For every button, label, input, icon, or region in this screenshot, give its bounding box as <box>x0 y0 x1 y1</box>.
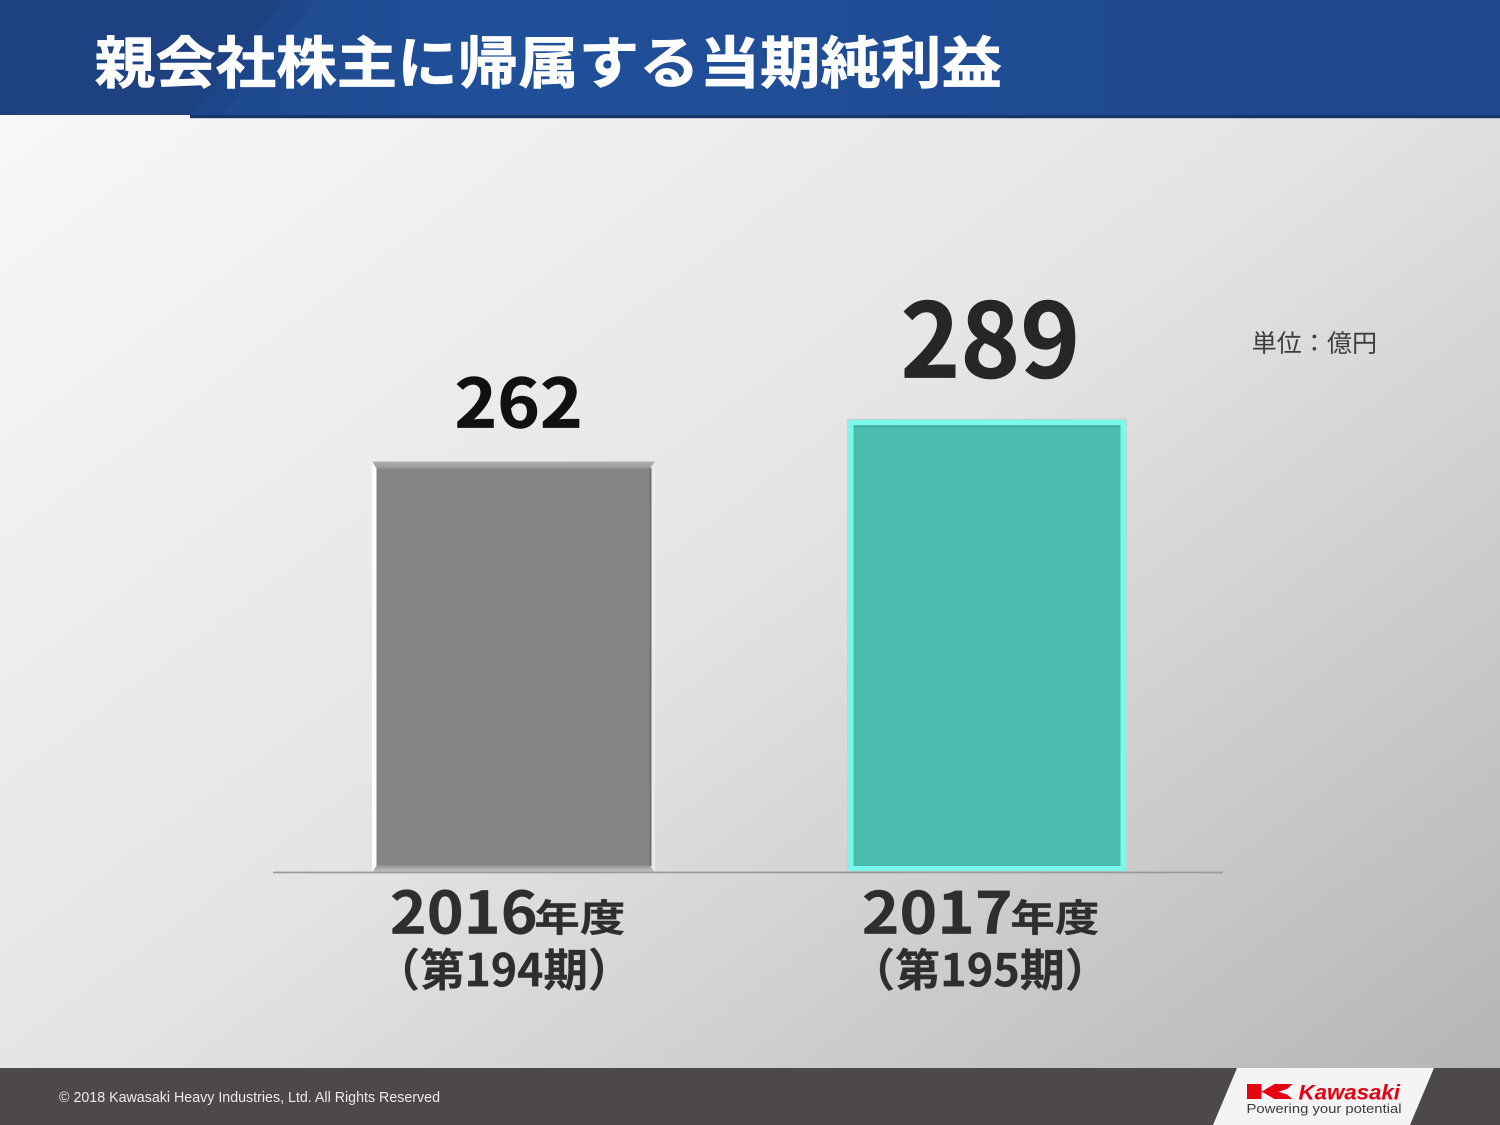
svg-text:Kawasaki: Kawasaki <box>1299 1081 1402 1105</box>
svg-text:Powering your potential: Powering your potential <box>1247 1102 1402 1116</box>
svg-text:© 2018 Kawasaki Heavy Industri: © 2018 Kawasaki Heavy Industries, Ltd. A… <box>59 1090 440 1106</box>
